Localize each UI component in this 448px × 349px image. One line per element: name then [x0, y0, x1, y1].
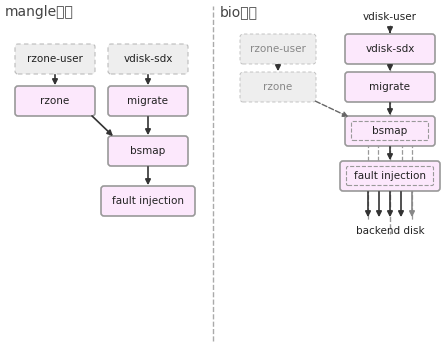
Text: rzone-user: rzone-user [250, 44, 306, 54]
Text: bio流程: bio流程 [220, 5, 258, 19]
FancyBboxPatch shape [101, 186, 195, 216]
FancyBboxPatch shape [345, 34, 435, 64]
FancyBboxPatch shape [345, 116, 435, 146]
FancyBboxPatch shape [108, 86, 188, 116]
Text: vdisk-user: vdisk-user [363, 12, 417, 22]
FancyBboxPatch shape [240, 34, 316, 64]
FancyBboxPatch shape [15, 44, 95, 74]
Text: mangle状态: mangle状态 [5, 5, 74, 19]
FancyBboxPatch shape [240, 72, 316, 102]
Text: fault injection: fault injection [112, 196, 184, 206]
Text: vdisk-sdx: vdisk-sdx [123, 54, 172, 64]
Text: bsmap: bsmap [372, 126, 408, 136]
FancyBboxPatch shape [340, 161, 440, 191]
Text: rzone: rzone [40, 96, 69, 106]
Text: migrate: migrate [128, 96, 168, 106]
Text: migrate: migrate [370, 82, 410, 92]
Text: fault injection: fault injection [354, 171, 426, 181]
Text: bsmap: bsmap [130, 146, 166, 156]
FancyBboxPatch shape [15, 86, 95, 116]
Text: rzone-user: rzone-user [27, 54, 83, 64]
Text: vdisk-sdx: vdisk-sdx [365, 44, 415, 54]
FancyBboxPatch shape [108, 44, 188, 74]
Text: backend disk: backend disk [356, 226, 424, 236]
FancyBboxPatch shape [345, 72, 435, 102]
FancyBboxPatch shape [108, 136, 188, 166]
Text: rzone: rzone [263, 82, 293, 92]
